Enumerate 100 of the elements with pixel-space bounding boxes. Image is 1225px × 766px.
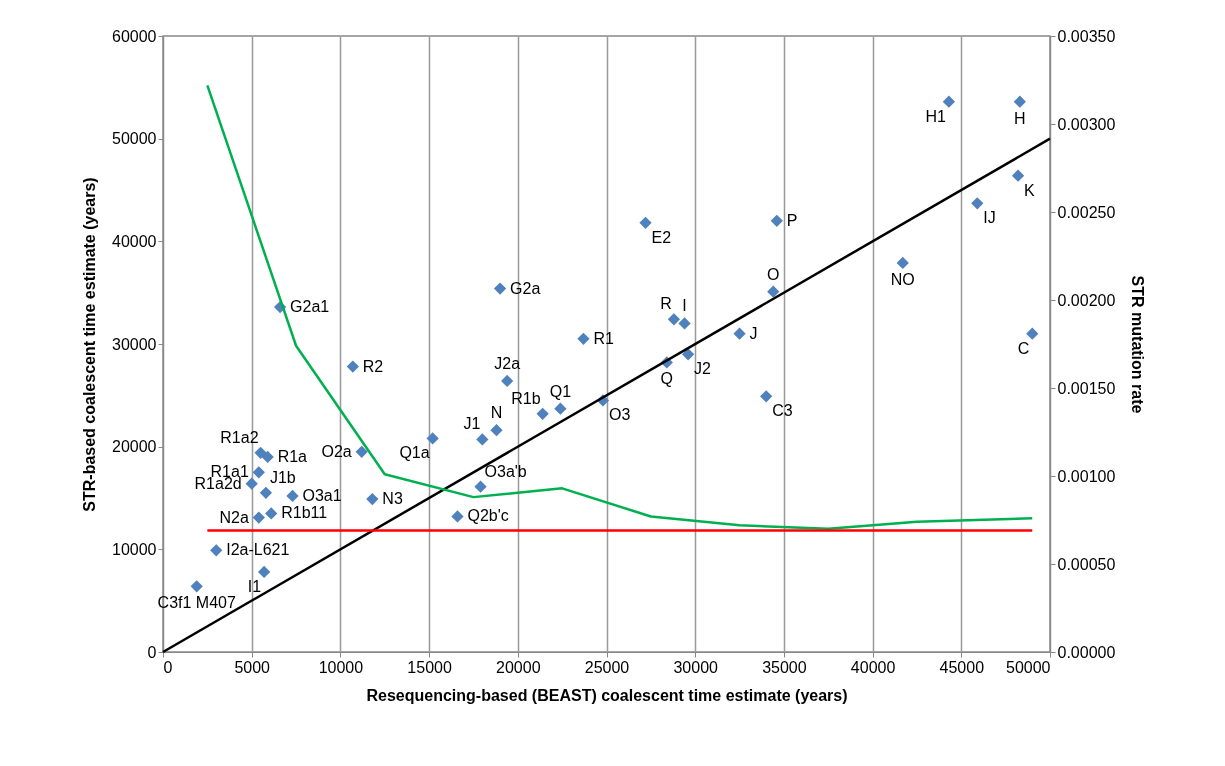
point xyxy=(896,256,909,270)
point xyxy=(252,511,265,524)
data-label: H xyxy=(1014,109,1026,127)
y-tick-label: 10000 xyxy=(112,540,157,558)
data-label: R xyxy=(660,295,672,313)
point xyxy=(554,402,567,415)
data-label: R1a xyxy=(277,447,308,465)
data-label: H1 xyxy=(925,107,946,125)
data-label: I2a-L621 xyxy=(226,541,290,559)
data-label: E2 xyxy=(651,228,672,246)
data-label: O3 xyxy=(608,406,631,424)
point xyxy=(767,285,780,298)
point xyxy=(490,424,503,437)
x-tick-label: 50000 xyxy=(1006,658,1051,676)
data-label: R1b xyxy=(511,389,541,407)
point xyxy=(346,360,359,373)
point xyxy=(245,477,258,490)
y2-tick-label: 0.00300 xyxy=(1057,115,1116,133)
data-label: O2a xyxy=(321,442,352,460)
data-label: J xyxy=(749,324,758,342)
point xyxy=(265,507,278,520)
x-tick-label: 40000 xyxy=(850,658,896,676)
data-label: G2a xyxy=(510,279,541,297)
point xyxy=(451,510,464,523)
data-label: N2a xyxy=(219,508,249,526)
data-label: G2a1 xyxy=(290,298,330,316)
data-label: J1b xyxy=(269,468,296,486)
point xyxy=(257,565,271,579)
y2-tick-label: 0.00050 xyxy=(1057,555,1116,573)
point xyxy=(254,446,267,459)
y2-tick-label: 0.00250 xyxy=(1057,203,1116,221)
point xyxy=(501,374,514,388)
x-tick-label: 20000 xyxy=(496,658,541,676)
point xyxy=(971,197,984,210)
point xyxy=(286,489,299,503)
point xyxy=(733,327,746,340)
point xyxy=(190,580,203,593)
point xyxy=(639,216,652,229)
data-label: R1b11 xyxy=(281,504,328,522)
point xyxy=(678,317,691,330)
data-label: R1 xyxy=(593,329,614,347)
point xyxy=(210,544,223,557)
y2-tick-label: 0.00200 xyxy=(1057,291,1116,309)
data-label: C3f1 M407 xyxy=(157,594,236,612)
data-label: J1 xyxy=(463,415,481,433)
point xyxy=(366,492,379,506)
data-label: C3 xyxy=(772,402,793,420)
x-tick-label: 30000 xyxy=(673,658,719,676)
point xyxy=(261,450,274,464)
data-label: O3a'b xyxy=(484,462,527,480)
data-label: K xyxy=(1024,181,1036,199)
point xyxy=(259,486,273,499)
x-tick-label: 15000 xyxy=(407,658,452,676)
point xyxy=(681,348,695,361)
point xyxy=(1013,95,1026,108)
y-tick-label: 40000 xyxy=(112,232,157,250)
y2-tick-label: 0.00000 xyxy=(1057,643,1116,661)
data-label: I xyxy=(682,297,687,315)
x-axis-title: Resequencing-based (BEAST) coalescent time estimate (years) xyxy=(366,686,848,704)
point xyxy=(355,445,368,458)
point xyxy=(577,332,590,345)
point xyxy=(493,282,507,295)
x-tick-label: 45000 xyxy=(939,658,985,676)
point xyxy=(667,313,681,326)
data-label: Q1a xyxy=(399,444,430,462)
data-label: Q1 xyxy=(549,382,572,400)
data-label: IJ xyxy=(983,209,996,227)
data-label: I1 xyxy=(247,577,262,595)
data-label: J2a xyxy=(494,354,521,372)
y-tick-label: 0 xyxy=(147,643,157,661)
y-tick-label: 60000 xyxy=(112,27,157,45)
x-tick-label: 25000 xyxy=(584,658,630,676)
point xyxy=(942,95,956,108)
data-label: P xyxy=(786,211,798,229)
point xyxy=(252,466,265,479)
point xyxy=(1011,169,1025,182)
data-label: C xyxy=(1017,339,1030,357)
data-label: O xyxy=(767,265,780,283)
point xyxy=(476,433,489,446)
data-label: Q2b'c xyxy=(467,507,509,525)
point xyxy=(474,480,487,493)
x-tick-label: 0 xyxy=(163,658,173,676)
data-label: Q xyxy=(660,370,674,388)
point xyxy=(536,407,549,420)
y-axis-title: STR-based coalescent time estimate (years) xyxy=(81,177,99,512)
data-label: N3 xyxy=(382,490,403,508)
x-tick-label: 10000 xyxy=(318,658,364,676)
data-label: R1a2 xyxy=(220,428,259,446)
y2-tick-label: 0.00350 xyxy=(1057,27,1116,45)
point xyxy=(426,432,439,445)
y-tick-label: 30000 xyxy=(112,335,157,353)
data-label: J2 xyxy=(694,360,712,378)
y2-tick-label: 0.00150 xyxy=(1057,379,1116,397)
y2-axis-title: STR mutation rate xyxy=(1129,275,1147,414)
x-tick-label: 35000 xyxy=(762,658,807,676)
point xyxy=(770,214,783,227)
data-label: R2 xyxy=(362,357,384,375)
y-tick-label: 20000 xyxy=(112,438,157,456)
data-label: NO xyxy=(890,270,915,288)
y-tick-label: 50000 xyxy=(112,130,157,148)
